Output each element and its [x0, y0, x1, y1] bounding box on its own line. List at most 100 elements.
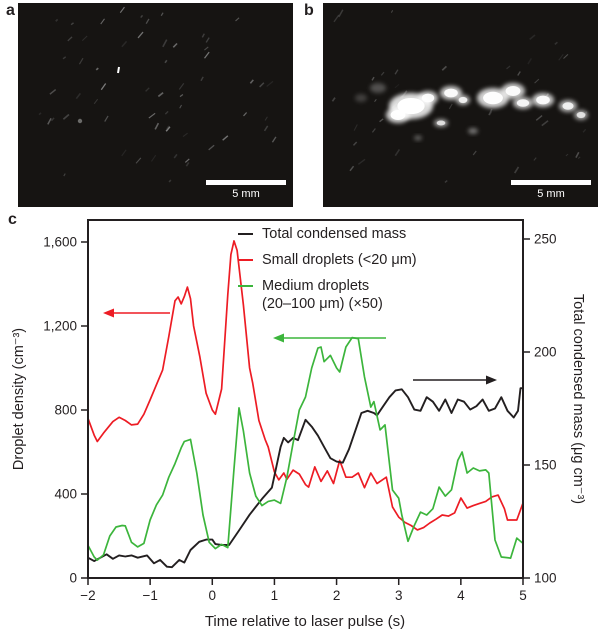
droplet-streak — [121, 40, 128, 48]
droplet-streak — [575, 151, 580, 159]
droplet-streak — [100, 83, 107, 91]
droplet-streak — [243, 112, 248, 117]
y-right-tick-label: 200 — [534, 345, 557, 360]
droplet-streak — [148, 112, 156, 119]
droplet-streak — [185, 162, 190, 167]
droplet-streak — [62, 56, 67, 60]
droplet-streak — [204, 46, 209, 51]
x-tick-label: 2 — [333, 588, 341, 603]
condensation-cloud — [370, 83, 386, 93]
droplet-streak — [380, 71, 385, 76]
chart-legend: Total condensed mass Small droplets (<20… — [238, 225, 417, 321]
condensation-cloud-core — [421, 93, 435, 103]
droplet-streak — [70, 22, 74, 26]
droplet-streak — [352, 141, 358, 146]
condensation-cloud — [355, 94, 367, 102]
legend-label: Total condensed mass — [262, 226, 407, 242]
legend-label: Small droplets (<20 μm) — [262, 252, 417, 268]
condensation-cloud-core — [505, 86, 521, 96]
axis-pointer-arrow — [103, 308, 170, 318]
droplet-streak — [534, 78, 540, 84]
droplet-streak — [488, 108, 493, 116]
droplet-streak — [535, 115, 543, 121]
droplet-streak — [100, 18, 105, 25]
condensation-cloud-core — [390, 110, 406, 120]
droplet-streak — [513, 166, 520, 174]
droplet-streak — [249, 79, 254, 84]
y-left-tick-label: 1,600 — [43, 235, 77, 250]
droplet-streak — [565, 153, 569, 157]
droplet-streak — [160, 12, 164, 17]
droplet-streak — [506, 65, 511, 70]
panel-b-photo: 5 mm — [323, 3, 598, 207]
droplet-streak — [263, 125, 269, 132]
x-tick-label: 3 — [395, 588, 403, 603]
droplet-streak — [349, 165, 355, 172]
droplet-streak — [441, 65, 448, 71]
droplet-streak — [62, 113, 70, 120]
droplet-streak — [157, 92, 164, 98]
droplet-streak — [205, 37, 210, 43]
droplet-streak — [331, 97, 336, 102]
droplet-streak — [140, 14, 144, 19]
droplet-streak — [266, 80, 274, 87]
droplet-streak — [333, 14, 340, 23]
droplet-streak — [541, 120, 549, 127]
droplet-streak — [208, 144, 215, 151]
axis-pointer-arrow — [413, 375, 497, 385]
legend-item-small-droplets: Small droplets (<20 μm) — [238, 251, 417, 269]
legend-item-total-mass: Total condensed mass — [238, 225, 417, 243]
condensation-cloud-core — [536, 95, 550, 105]
axis-pointer-arrow — [273, 333, 386, 343]
droplet-streak — [390, 10, 394, 13]
y-left-tick-label: 1,200 — [43, 319, 77, 334]
droplet-streak — [222, 135, 229, 141]
bright-droplet — [117, 66, 120, 74]
droplet-streak — [168, 179, 172, 183]
droplet-streak — [55, 18, 59, 22]
droplet-streak — [182, 132, 188, 137]
droplet-streak — [165, 126, 171, 132]
droplet-streak — [563, 54, 569, 59]
droplet-streak — [145, 87, 150, 92]
droplet-streak — [488, 111, 493, 116]
droplet-streak — [394, 83, 400, 89]
droplet-streak — [164, 59, 168, 64]
droplet-streak — [119, 6, 125, 14]
droplet-streak — [50, 117, 55, 122]
y-axis-right-title: Total condensed mass (μg cm⁻³) — [570, 293, 586, 505]
droplet-streak — [154, 122, 160, 130]
droplet-streak — [448, 103, 453, 110]
droplet-streak — [371, 128, 376, 133]
series-right — [87, 387, 524, 569]
y-left-tick-label: 800 — [54, 403, 77, 418]
panel-a-photo: 5 mm — [18, 3, 293, 207]
droplet-streak — [172, 42, 178, 48]
droplet-streak — [166, 125, 170, 130]
condensation-cloud-core — [516, 99, 530, 107]
y-right-tick-label: 100 — [534, 571, 557, 586]
droplet-streak — [104, 115, 109, 122]
droplet-streak — [178, 82, 185, 90]
y-left-tick-label: 400 — [54, 487, 77, 502]
scale-bar-line — [206, 180, 286, 185]
droplet-streak — [577, 156, 581, 159]
legend-swatch-red-line — [238, 259, 253, 262]
droplet-streak — [472, 150, 477, 156]
droplet-streak — [67, 36, 73, 42]
droplet-streak — [38, 112, 42, 116]
panel-c-label: c — [8, 211, 17, 228]
droplet-streak — [75, 92, 81, 100]
droplet-streak — [271, 136, 277, 143]
condensation-cloud-core — [483, 91, 503, 105]
droplet-streak — [81, 35, 88, 41]
x-tick-label: −2 — [80, 588, 95, 603]
droplet-streak — [394, 69, 399, 75]
x-tick-label: 4 — [457, 588, 465, 603]
condensation-cloud — [468, 128, 478, 134]
droplet-streak — [517, 71, 521, 76]
droplet-streak — [529, 34, 536, 41]
condensation-cloud — [414, 135, 422, 141]
panel-a-label: a — [6, 2, 15, 19]
